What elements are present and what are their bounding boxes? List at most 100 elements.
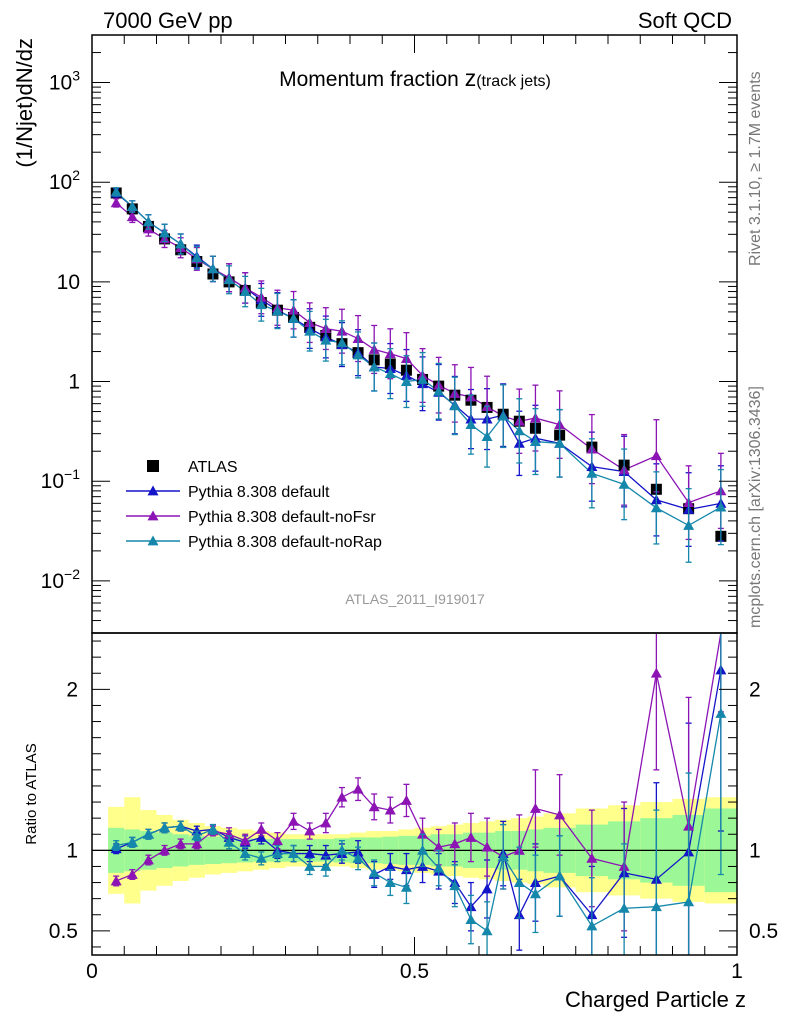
ratio-data-point bbox=[288, 848, 300, 858]
series-line-2 bbox=[115, 202, 722, 504]
ratio-data-point bbox=[650, 901, 662, 912]
mc-data-point bbox=[529, 436, 541, 446]
mc-data-point bbox=[223, 274, 235, 285]
ratio-data-point bbox=[288, 815, 300, 826]
mc-data-point bbox=[110, 186, 122, 197]
mc-data-point bbox=[304, 325, 316, 336]
mc-data-point bbox=[449, 400, 461, 411]
ratio-data-point bbox=[449, 880, 461, 891]
ratio-data-point bbox=[554, 809, 566, 820]
ratio-data-point bbox=[191, 838, 203, 849]
mc-data-point bbox=[320, 334, 332, 345]
ratio-data-point bbox=[320, 817, 332, 828]
mc-data-point bbox=[207, 263, 219, 274]
legend: ATLAS Pythia 8.308 default Pythia 8.308 de… bbox=[126, 459, 382, 551]
ratio-data-point bbox=[465, 831, 477, 842]
mc-data-point bbox=[239, 286, 251, 296]
mc-data-point bbox=[110, 197, 122, 208]
ratio-data-point bbox=[142, 828, 154, 839]
ratio-data-point bbox=[239, 848, 251, 858]
ratio-data-point bbox=[336, 791, 348, 802]
ratio-data-point bbox=[304, 848, 316, 858]
y-tick-label: 103 bbox=[49, 68, 80, 95]
ratio-data-point bbox=[191, 830, 203, 841]
mc-data-point bbox=[465, 419, 477, 429]
ratio-data-point bbox=[650, 667, 662, 678]
legend-marker-triangle bbox=[147, 485, 159, 496]
y-tick-label: 10−2 bbox=[41, 566, 81, 593]
mc-data-point bbox=[433, 385, 445, 396]
legend-marker-triangle bbox=[147, 510, 159, 521]
x-tick-label: 1 bbox=[731, 960, 743, 983]
y-tick-label: 102 bbox=[49, 167, 80, 194]
ratio-data-point bbox=[433, 862, 445, 873]
mc-data-point bbox=[650, 502, 662, 513]
ratio-uncertainty-bands bbox=[92, 797, 737, 904]
mc-data-point bbox=[159, 227, 171, 238]
main-y-axis-label: (1/Njet)dN/dz bbox=[12, 38, 37, 168]
ratio-data-point bbox=[384, 860, 396, 871]
ratio-data-point bbox=[207, 823, 219, 834]
ratio-data-point bbox=[110, 875, 122, 886]
ratio-data-point bbox=[126, 836, 138, 847]
legend-label: Pythia 8.308 default bbox=[188, 484, 330, 501]
ratio-data-point bbox=[368, 801, 380, 812]
ratio-y-tick-label-right: 1 bbox=[749, 839, 761, 862]
ratio-y-tick-label: 0.5 bbox=[49, 920, 78, 943]
mc-data-point bbox=[352, 349, 364, 360]
rivet-version-label: Rivet 3.1.10, ≥ 1.7M events bbox=[747, 71, 764, 266]
legend-label: Pythia 8.308 default-noRap bbox=[188, 534, 382, 551]
mc-data-point bbox=[384, 368, 396, 379]
ratio-data-point bbox=[433, 841, 445, 852]
ratio-data-point bbox=[400, 794, 412, 805]
y-tick-label: 10−1 bbox=[41, 466, 81, 493]
watermark-label: ATLAS_2011_I919017 bbox=[345, 591, 485, 607]
ratio-axis-ticks: 0.5 0.5 1 1 2 2 0 0.5 1 bbox=[49, 35, 778, 983]
mc-data-point bbox=[126, 211, 138, 222]
main-title: Momentum fraction z(track jets) bbox=[279, 65, 551, 91]
mc-data-point bbox=[715, 501, 727, 512]
mc-data-point bbox=[336, 337, 348, 348]
ratio-y-tick-label: 2 bbox=[66, 678, 78, 701]
ratio-data-point bbox=[481, 883, 493, 894]
ratio-data-point bbox=[159, 822, 171, 833]
ratio-data-point bbox=[465, 914, 477, 924]
ratio-data-point bbox=[417, 844, 429, 855]
mc-data-point bbox=[586, 467, 598, 478]
mc-data-point bbox=[513, 425, 525, 436]
mc-data-point bbox=[126, 201, 138, 211]
mc-data-point bbox=[142, 216, 154, 227]
ratio-data-point bbox=[529, 802, 541, 813]
ratio-data-point bbox=[304, 860, 316, 871]
mc-data-point bbox=[288, 312, 300, 323]
main-title-text: Momentum fraction bbox=[279, 68, 465, 91]
mc-data-point bbox=[191, 252, 203, 263]
ratio-data-point bbox=[497, 851, 509, 862]
ratio-panel: 0.5 0.5 1 1 2 2 0 0.5 1 Ratio to ATLAS Charged P… bbox=[23, 35, 778, 1012]
ratio-data-point bbox=[255, 831, 267, 842]
ratio-data-point bbox=[586, 920, 598, 931]
header-right-label: Soft QCD bbox=[638, 8, 732, 33]
ratio-data-point bbox=[271, 848, 283, 858]
ratio-data-point bbox=[618, 902, 630, 913]
ratio-data-point bbox=[352, 783, 364, 794]
x-tick-label: 0.5 bbox=[400, 960, 429, 983]
ratio-data-point bbox=[223, 836, 235, 847]
ratio-data-point bbox=[384, 877, 396, 887]
mc-data-point bbox=[497, 410, 509, 421]
legend-label: ATLAS bbox=[188, 459, 238, 476]
ratio-y-tick-label-right: 2 bbox=[749, 678, 761, 701]
main-title-variable: z bbox=[465, 65, 477, 91]
ratio-data-point bbox=[352, 852, 364, 863]
ratio-data-point bbox=[110, 840, 122, 850]
mc-data-point bbox=[271, 305, 283, 316]
legend-marker-square bbox=[147, 460, 159, 472]
mc-data-point bbox=[683, 519, 695, 530]
legend-label: Pythia 8.308 default-noFsr bbox=[188, 509, 376, 526]
ratio-data-point bbox=[481, 841, 493, 852]
mcplots-label: mcplots.cern.ch [arXiv:1306.3436] bbox=[747, 386, 764, 628]
ratio-y-tick-label-right: 0.5 bbox=[749, 920, 778, 943]
mc-data-point bbox=[618, 478, 630, 489]
